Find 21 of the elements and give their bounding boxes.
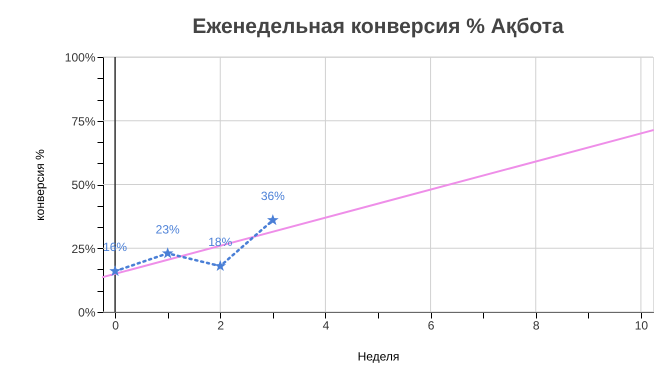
x-tick-label: 0 xyxy=(112,318,120,332)
data-label: 36% xyxy=(260,189,286,204)
x-tick-label: 2 xyxy=(217,318,224,332)
y-tick-label: 75% xyxy=(71,114,96,128)
point xyxy=(109,265,121,276)
y-tick-label: 25% xyxy=(71,242,96,256)
x-tick-label: 4 xyxy=(322,318,330,332)
x-tick-label: 8 xyxy=(532,318,540,332)
chart-title: Еженедельная конверсия % Ақбота xyxy=(192,15,564,38)
x-tick-label: 6 xyxy=(428,318,435,332)
data-label: 18% xyxy=(208,235,233,250)
point xyxy=(267,214,279,226)
y-tick-label: 0% xyxy=(78,306,96,320)
x-axis-title: Неделя xyxy=(358,350,400,364)
point xyxy=(214,260,226,272)
y-tick-label: 100% xyxy=(64,50,96,64)
data-label: 23% xyxy=(156,222,180,236)
y-axis-title: конверсия % xyxy=(32,148,47,221)
y-tick-label: 50% xyxy=(71,178,96,192)
point xyxy=(162,247,174,258)
x-tick-label: 10 xyxy=(634,318,648,332)
